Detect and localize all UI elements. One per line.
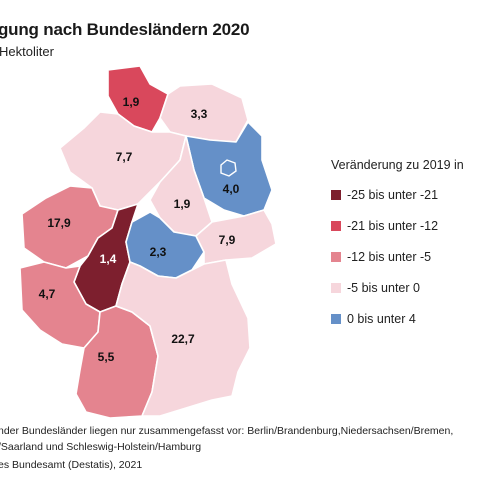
value-label-baden-wuerttemberg: 5,5 xyxy=(98,350,115,364)
region-bayern[interactable] xyxy=(115,259,251,417)
legend-title: Veränderung zu 2019 in xyxy=(331,158,464,172)
value-label-hessen: 1,4 xyxy=(100,252,117,266)
value-label-nordrhein-westfalen: 17,9 xyxy=(47,216,71,230)
germany-choropleth-map: 1,9 3,3 7,7 4,0 1,9 17,9 1,4 2,3 7,9 4,7… xyxy=(0,60,330,430)
value-label-sachsen: 7,9 xyxy=(219,233,236,247)
map-title: gung nach Bundesländern 2020 xyxy=(0,20,250,39)
value-label-schleswig-holstein-hamburg: 1,9 xyxy=(123,95,140,109)
legend-swatch xyxy=(331,252,341,262)
footnote-line-1: nder Bundesländer liegen nur zusammengef… xyxy=(0,425,454,437)
map-subtitle: Hektoliter xyxy=(0,44,54,59)
legend-item: 0 bis unter 4 xyxy=(331,308,480,330)
legend: Veränderung zu 2019 in -25 bis unter -21… xyxy=(331,158,480,339)
source-note: es Bundesamt (Destatis), 2021 xyxy=(0,459,143,471)
legend-label: -12 bis unter -5 xyxy=(347,250,432,264)
legend-swatch xyxy=(331,190,341,200)
value-label-rheinland-pfalz-saarland: 4,7 xyxy=(39,287,56,301)
berlin-outline xyxy=(220,159,237,177)
legend-item: -5 bis unter 0 xyxy=(331,277,480,299)
legend-swatch xyxy=(331,283,341,293)
value-label-mecklenburg-vorpommern: 3,3 xyxy=(191,107,208,121)
value-label-thueringen: 2,3 xyxy=(150,245,167,259)
footnote: nder Bundesländer liegen nur zusammengef… xyxy=(0,423,453,455)
legend-swatch xyxy=(331,221,341,231)
legend-item: -25 bis unter -21 xyxy=(331,184,480,206)
legend-label: -25 bis unter -21 xyxy=(347,188,439,202)
value-label-berlin-brandenburg: 4,0 xyxy=(223,182,240,196)
region-sachsen[interactable] xyxy=(195,209,277,265)
value-label-bayern: 22,7 xyxy=(171,332,195,346)
legend-item: -21 bis unter -12 xyxy=(331,215,480,237)
value-label-sachsen-anhalt: 1,9 xyxy=(174,197,191,211)
legend-item: -12 bis unter -5 xyxy=(331,246,480,268)
legend-label: 0 bis unter 4 xyxy=(347,312,416,326)
value-label-niedersachsen-bremen: 7,7 xyxy=(116,150,133,164)
legend-label: -21 bis unter -12 xyxy=(347,219,439,233)
footnote-line-2: /Saarland und Schleswig-Holstein/Hamburg xyxy=(0,441,202,453)
legend-label: -5 bis unter 0 xyxy=(347,281,420,295)
legend-swatch xyxy=(331,314,341,324)
region-schleswig-holstein-hamburg[interactable] xyxy=(107,65,169,133)
